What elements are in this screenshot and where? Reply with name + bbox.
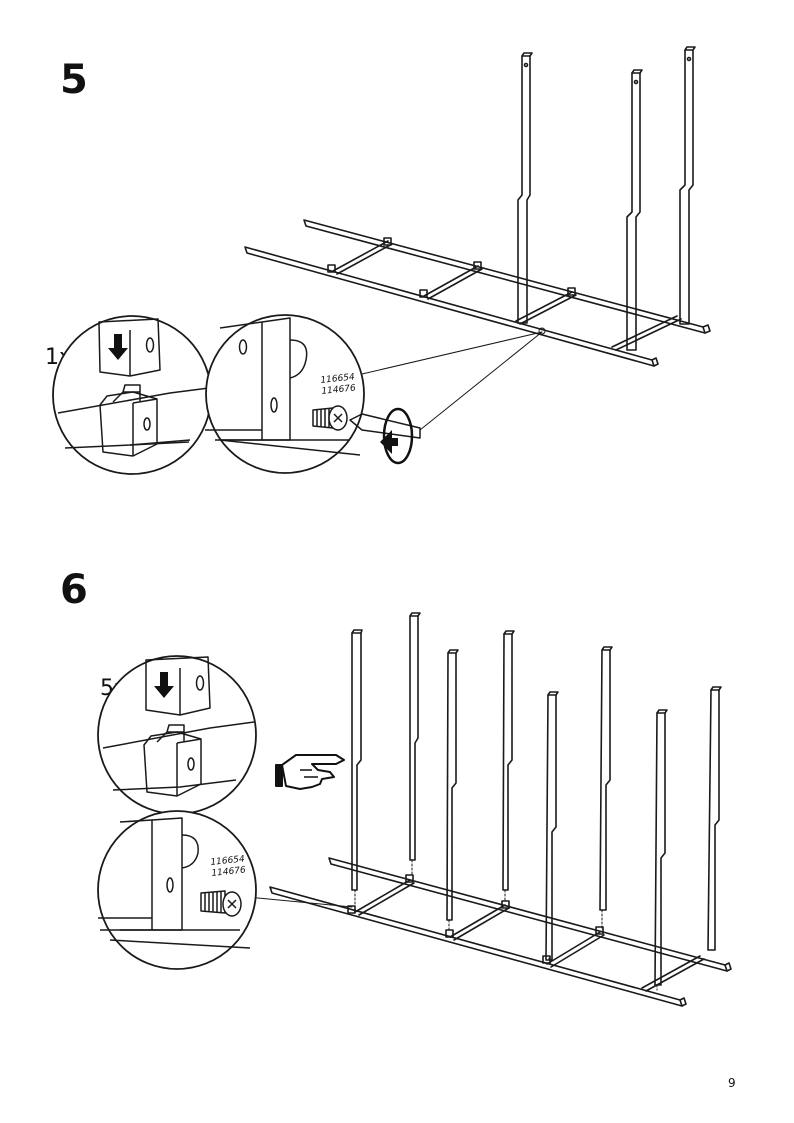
page-number: 9 — [728, 1076, 736, 1090]
step-5-illustration — [52, 46, 711, 475]
step-5-number: 5 — [60, 57, 88, 103]
screw-icon — [312, 405, 348, 431]
screwdriver-icon — [349, 413, 421, 439]
step-6-number: 6 — [60, 567, 88, 613]
step-5-front-rail — [244, 246, 659, 367]
step-6-crossbars — [347, 874, 705, 992]
down-arrow-icon — [154, 672, 174, 698]
step-6-uprights — [351, 612, 722, 991]
down-arrow-icon — [108, 334, 128, 360]
step-5-detail-screw — [205, 314, 421, 474]
pointing-hand-icon — [275, 754, 345, 790]
step-5-uprights — [517, 46, 696, 351]
step-5-back-rail — [303, 219, 711, 334]
step-6-back-rail — [328, 857, 732, 972]
step-6-illustration — [97, 612, 732, 1007]
step-5-crossbars — [327, 237, 682, 351]
step-5-detail-bracket — [52, 315, 212, 475]
screw-icon — [200, 890, 242, 917]
rotate-arrow-icon — [382, 407, 414, 465]
step-6-detail-bracket — [97, 655, 257, 815]
step-6-detail-screw — [97, 810, 257, 970]
